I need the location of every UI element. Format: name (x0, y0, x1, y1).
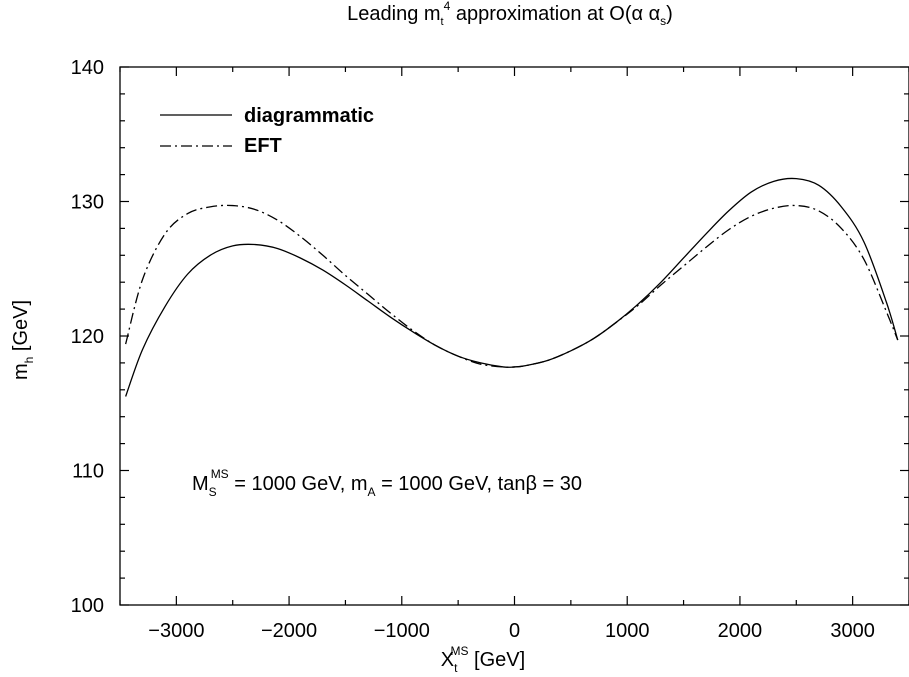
y-axis-label: mh [GeV] (10, 300, 36, 380)
y-tick-label: 120 (71, 326, 104, 348)
y-tick-label: 140 (71, 57, 104, 79)
x-tick-label: 1000 (605, 620, 650, 642)
series-line-eft (125, 204, 899, 368)
x-axis-label: XtMS [GeV] (441, 644, 525, 675)
plot-frame (119, 66, 909, 606)
x-tick-label: 0 (509, 620, 520, 642)
series-line-diagrammatic (125, 177, 899, 397)
y-axis-ticks (120, 66, 909, 606)
x-tick-label: −2000 (261, 620, 317, 642)
x-tick-label: −3000 (148, 620, 204, 642)
y-tick-label: 110 (72, 461, 104, 483)
x-axis-ticks (119, 67, 909, 605)
chart-title: Leading mt4 approximation at O(α αs) (347, 0, 673, 28)
x-tick-label: 2000 (718, 620, 763, 642)
x-tick-label: −1000 (374, 620, 430, 642)
legend-label-eft: EFT (244, 135, 282, 157)
y-axis-tick-labels: 100 110 120 130 140 (71, 57, 104, 617)
legend: diagrammatic EFT (160, 105, 374, 157)
x-tick-label: 3000 (830, 620, 875, 642)
y-tick-label: 130 (71, 192, 104, 214)
legend-label-diagrammatic: diagrammatic (244, 105, 374, 127)
parameter-annotation: MSMS = 1000 GeV, mA = 1000 GeV, tanβ = 3… (192, 467, 582, 499)
y-tick-label: 100 (71, 595, 104, 617)
x-axis-tick-labels: −3000 −2000 −1000 0 1000 2000 3000 (148, 620, 875, 642)
